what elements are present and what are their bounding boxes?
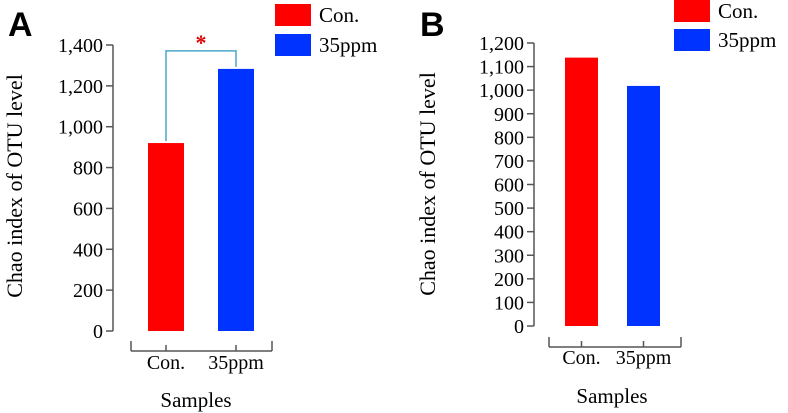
bar-b-con: [565, 57, 598, 326]
legend-label-a-con: Con.: [319, 3, 359, 27]
bar-b-35ppm: [627, 85, 660, 327]
x-axis-label-b: Samples: [576, 384, 647, 408]
panel-label-a: A: [8, 6, 33, 44]
y-tick-label-b: 1,000: [479, 80, 524, 102]
y-tick-label-b: 800: [494, 127, 524, 149]
legend-swatch-b-con: [674, 0, 710, 22]
legend-label-b-35ppm: 35ppm: [718, 28, 776, 52]
panel-label-b: B: [420, 6, 445, 44]
x-tick-label-b: Con.: [562, 347, 600, 369]
y-tick-label-b: 1,100: [479, 57, 524, 79]
y-tick-label-b: 300: [494, 245, 524, 267]
y-tick-label-b: 600: [494, 175, 524, 197]
legend-swatch-b-35ppm: [674, 29, 710, 51]
bar-a-35ppm: [218, 68, 254, 331]
y-tick-label-a: 200: [73, 280, 103, 302]
x-axis-label-a: Samples: [160, 388, 231, 412]
significance-bracket-a: [165, 50, 237, 142]
significance-mark-a: *: [196, 30, 207, 55]
y-tick-label-a: 1,000: [58, 117, 103, 139]
bar-a-con: [148, 143, 184, 331]
panel-a: A Chao index of OTU level Samples Con. 3…: [2, 3, 377, 412]
y-tick-label-b: 700: [494, 151, 524, 173]
legend-label-b-con: Con.: [718, 0, 758, 23]
x-tick-label-b: 35ppm: [616, 347, 672, 369]
y-tick-label-a: 1,200: [58, 76, 103, 98]
y-tick-label-b: 400: [494, 222, 524, 244]
y-tick-label-a: 600: [73, 198, 103, 220]
y-tick-label-b: 100: [494, 292, 524, 314]
y-tick-label-a: 1,400: [58, 35, 103, 57]
y-axis-label-b: Chao index of OTU level: [415, 72, 440, 296]
y-tick-label-a: 0: [93, 321, 103, 343]
y-tick-label-b: 200: [494, 269, 524, 291]
legend-swatch-a-35ppm: [275, 34, 311, 56]
y-tick-label-b: 900: [494, 104, 524, 126]
y-tick-label-b: 1,200: [479, 33, 524, 55]
y-axis-label-a: Chao index of OTU level: [2, 74, 27, 298]
legend-label-a-35ppm: 35ppm: [319, 33, 377, 57]
legend-swatch-a-con: [275, 4, 311, 26]
y-tick-label-a: 800: [73, 158, 103, 180]
y-tick-label-b: 500: [494, 198, 524, 220]
panel-b: B Chao index of OTU level Samples Con. 3…: [415, 0, 776, 408]
y-tick-label-b: 0: [514, 316, 524, 338]
x-tick-label-a: 35ppm: [208, 352, 264, 374]
x-tick-label-a: Con.: [147, 352, 185, 374]
y-tick-label-a: 400: [73, 239, 103, 261]
